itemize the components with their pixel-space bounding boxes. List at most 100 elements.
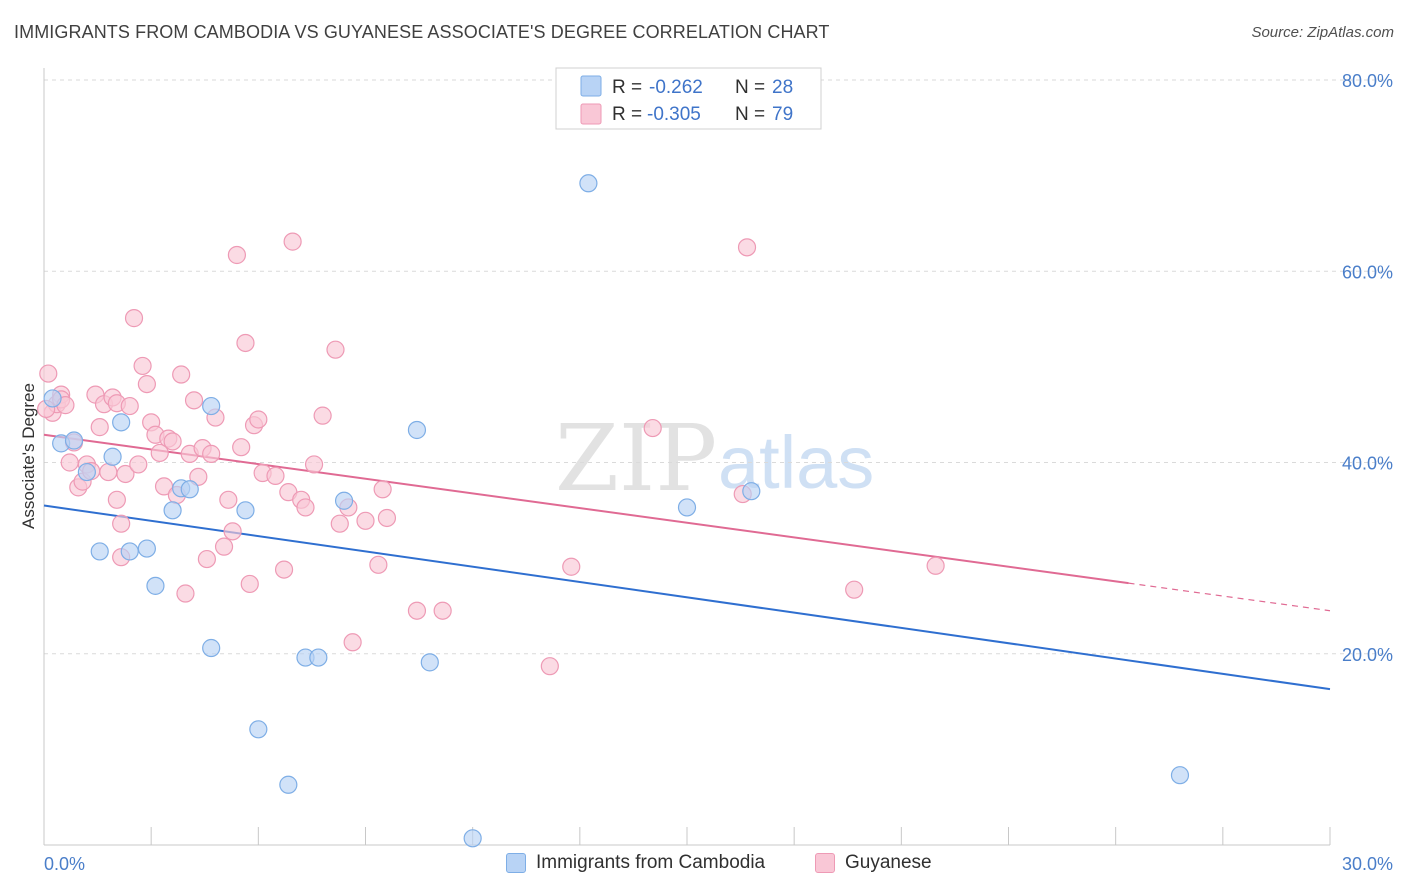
point-guyanese [540,657,559,676]
point-guyanese [562,557,581,576]
point-guyanese [219,490,238,509]
point-cambodia [677,498,697,517]
point-cambodia [90,542,109,561]
trend-lines [43,433,1331,691]
point-guyanese [326,340,345,359]
point-cambodia [64,431,84,450]
legend-n-label-2: N = [735,104,765,125]
point-guyanese [112,514,131,533]
y-tick-label: 40.0% [1342,454,1393,474]
trend-line-cambodia [43,504,1331,691]
point-guyanese [124,309,144,328]
point-cambodia [1170,766,1190,785]
legend-r-value-2: -0.305 [647,104,701,125]
data-points [37,174,1190,848]
point-guyanese [266,466,285,485]
watermark-zip: ZIP [555,405,717,512]
bottom-legend-label-guyanese: Guyanese [845,852,932,873]
point-cambodia [463,829,482,848]
point-guyanese [172,365,191,384]
legend: R = -0.262 N = 28 R = -0.305 N = 79 [555,67,822,130]
x-tick-label: 30.0% [1342,854,1393,874]
bottom-legend-swatch-cambodia [506,853,526,873]
y-tick-label: 60.0% [1342,262,1393,282]
point-cambodia [77,462,96,482]
point-guyanese [330,514,349,533]
point-cambodia [112,413,131,432]
source-label: Source: ZipAtlas.com [1251,24,1394,41]
y-tick-label: 20.0% [1342,645,1393,665]
legend-swatch-cambodia [580,75,602,97]
point-guyanese [433,601,452,620]
point-guyanese [202,444,221,463]
point-guyanese [343,633,362,652]
y-tick-label: 80.0% [1342,71,1393,91]
point-cambodia [202,396,221,416]
bottom-legend-label-cambodia: Immigrants from Cambodia [536,852,766,873]
legend-r-value-1: -0.262 [649,77,703,98]
point-guyanese [240,574,259,594]
point-cambodia [279,775,298,794]
point-guyanese [926,556,945,575]
point-guyanese [369,555,388,574]
chart-title: IMMIGRANTS FROM CAMBODIA VS GUYANESE ASS… [14,22,830,42]
point-guyanese [116,464,135,484]
bottom-legend-item-cambodia: Immigrants from Cambodia [506,852,765,874]
point-guyanese [184,391,204,410]
point-guyanese [283,232,302,251]
point-guyanese [249,410,268,429]
point-guyanese [232,438,251,457]
point-cambodia [103,447,122,466]
axes [43,68,1331,846]
point-guyanese [407,601,427,620]
x-tick-label: 0.0% [44,854,85,874]
point-guyanese [274,560,294,579]
point-guyanese [99,462,118,482]
point-cambodia [137,539,156,558]
point-guyanese [227,245,246,265]
legend-n-label-1: N = [735,77,765,98]
point-guyanese [214,537,234,556]
legend-r-label-1: R = [612,77,642,98]
point-guyanese [137,374,156,394]
point-cambodia [579,174,598,193]
point-guyanese [150,443,169,463]
point-guyanese [129,455,148,474]
point-cambodia [43,389,62,408]
bottom-legend-swatch-guyanese [815,853,835,873]
point-guyanese [356,511,375,530]
point-cambodia [163,501,182,520]
bottom-legend-item-guyanese: Guyanese [815,852,932,874]
gridlines [44,79,1394,655]
point-guyanese [39,364,58,383]
point-cambodia [309,648,328,667]
point-guyanese [223,522,242,541]
point-guyanese [189,467,208,486]
point-guyanese [304,455,324,474]
point-guyanese [90,418,109,437]
point-guyanese [120,396,139,416]
point-guyanese [737,238,757,257]
point-guyanese [197,549,216,569]
legend-n-value-2: 79 [772,104,793,125]
point-cambodia [236,501,255,520]
point-guyanese [296,498,315,517]
point-cambodia [407,420,427,440]
point-cambodia [249,720,268,739]
point-guyanese [643,418,662,438]
point-cambodia [742,482,761,501]
point-guyanese [176,584,195,603]
point-guyanese [163,432,182,451]
point-guyanese [373,480,392,499]
point-guyanese [845,580,864,599]
point-guyanese [60,453,79,472]
point-guyanese [236,333,255,353]
legend-r-label-2: R = [612,104,642,125]
point-guyanese [377,508,397,528]
point-cambodia [202,638,221,658]
point-cambodia [180,480,199,499]
y-axis-label: Associate's Degree [19,383,38,529]
legend-n-value-1: 28 [772,77,793,98]
point-guyanese [107,490,126,509]
